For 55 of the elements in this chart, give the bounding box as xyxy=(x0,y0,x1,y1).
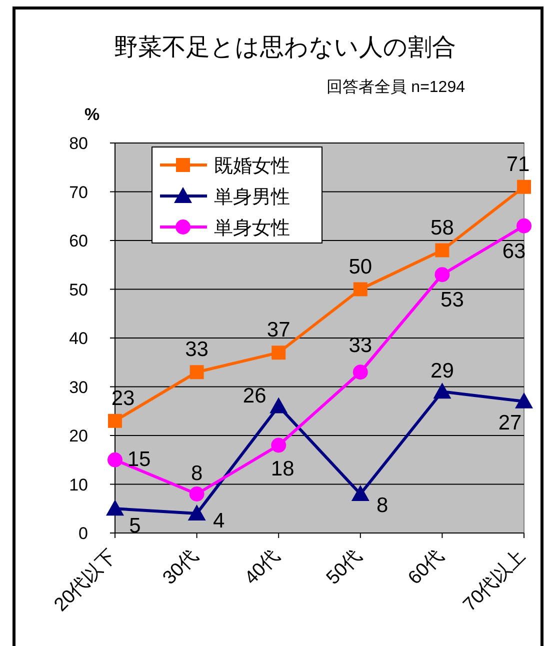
data-label: 27 xyxy=(498,411,522,434)
y-tick-label: 70 xyxy=(69,182,88,202)
data-label: 8 xyxy=(190,462,203,485)
y-tick-label: 50 xyxy=(69,280,88,300)
data-label: 5 xyxy=(129,514,141,538)
chart-subtitle: 回答者全員 n=1294 xyxy=(326,78,466,96)
legend-label: 単身男性 xyxy=(214,187,290,208)
x-tick-label: 50代 xyxy=(322,546,366,589)
y-tick-label: 60 xyxy=(69,232,88,250)
data-label: 15 xyxy=(127,448,151,471)
y-axis-title: % xyxy=(84,105,100,124)
legend-label: 単身女性 xyxy=(214,218,290,239)
point xyxy=(272,346,286,360)
point xyxy=(108,414,122,428)
x-tick-label: 30代 xyxy=(159,546,202,589)
point xyxy=(190,365,204,380)
y-tick-label: 30 xyxy=(69,378,88,397)
y-tick-label: 40 xyxy=(69,329,88,348)
data-label: 18 xyxy=(270,457,294,480)
data-label: 26 xyxy=(242,384,266,408)
point xyxy=(516,218,532,234)
chart-title: 野菜不足とは思わない人の割合 xyxy=(114,34,456,61)
data-label: 71 xyxy=(506,152,530,176)
y-tick-label: 0 xyxy=(78,524,88,543)
y-tick-label: 20 xyxy=(69,426,88,446)
data-label: 33 xyxy=(185,338,208,362)
data-label: 8 xyxy=(376,494,388,517)
point xyxy=(353,282,368,296)
legend-label: 既婚女性 xyxy=(214,156,290,177)
data-label: 50 xyxy=(348,255,372,278)
point xyxy=(433,382,452,399)
x-tick-label: 40代 xyxy=(240,546,284,589)
data-label: 4 xyxy=(212,510,225,532)
point xyxy=(351,485,370,501)
data-label: 53 xyxy=(440,288,464,312)
data-label: 58 xyxy=(430,216,454,240)
point xyxy=(189,486,204,502)
point xyxy=(434,267,450,282)
x-tick-label: 70代以上 xyxy=(459,546,530,616)
data-label: 37 xyxy=(266,318,290,342)
point xyxy=(435,243,450,258)
point xyxy=(517,180,531,194)
point xyxy=(515,392,533,408)
point xyxy=(106,500,124,516)
x-tick-label: 60代 xyxy=(404,546,448,589)
point xyxy=(108,452,122,468)
data-label: 29 xyxy=(430,360,454,383)
y-tick-label: 80 xyxy=(69,134,88,153)
point xyxy=(352,364,368,380)
point xyxy=(271,438,286,453)
y-tick-label: 10 xyxy=(69,475,88,494)
point xyxy=(188,504,206,520)
x-tick-label: 20代以下 xyxy=(50,546,121,616)
data-label: 63 xyxy=(502,240,526,263)
point xyxy=(270,397,288,414)
